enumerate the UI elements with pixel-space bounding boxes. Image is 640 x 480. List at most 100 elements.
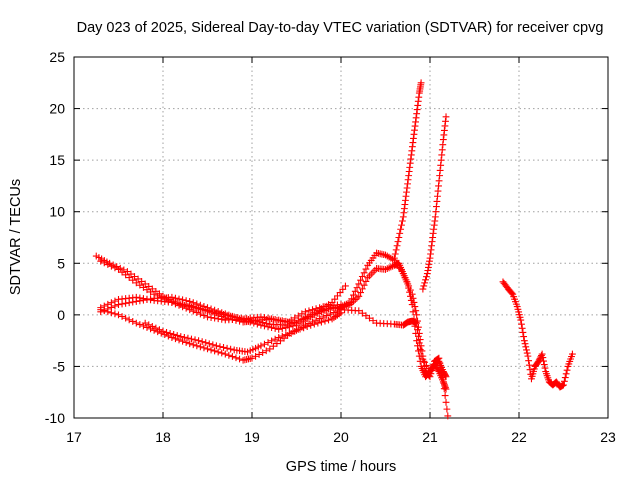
data-point: [188, 335, 195, 343]
data-point: [200, 312, 208, 319]
data-point: [132, 293, 140, 301]
y-tick-label: 15: [49, 152, 65, 168]
data-point: [259, 349, 267, 357]
data-point: [218, 349, 226, 357]
data-point: [269, 316, 277, 324]
y-tick-label: 20: [49, 101, 65, 117]
x-tick-label: 21: [422, 429, 438, 445]
data-point: [107, 299, 115, 307]
data-point: [538, 350, 546, 358]
data-point: [358, 285, 366, 293]
data-point: [266, 345, 274, 353]
data-point: [97, 257, 105, 265]
data-point: [444, 412, 452, 420]
data-point: [221, 314, 229, 322]
data-point: [166, 330, 174, 337]
data-point: [255, 351, 263, 358]
series-arc-h: [337, 259, 450, 393]
data-point: [202, 339, 210, 347]
data-point: [404, 280, 412, 288]
data-point: [184, 334, 192, 342]
data-point: [419, 285, 427, 293]
y-axis-label: SDTVAR / TECUs: [8, 179, 24, 295]
data-point: [360, 281, 368, 289]
data-point: [300, 324, 308, 332]
data-point: [342, 282, 349, 290]
data-point: [132, 319, 140, 327]
data-point: [285, 323, 293, 331]
data-point: [520, 333, 528, 340]
data-point: [118, 313, 126, 320]
data-point: [360, 269, 368, 277]
data-point: [179, 300, 186, 308]
data-point: [193, 342, 201, 350]
series-arc-j: [499, 278, 576, 391]
data-point: [200, 344, 208, 352]
data-point: [182, 339, 190, 346]
data-point: [355, 292, 363, 300]
series-arc-d: [97, 293, 345, 326]
y-tick-label: 25: [49, 49, 65, 65]
data-point: [508, 289, 516, 297]
data-point: [521, 340, 529, 348]
data-point: [107, 309, 115, 317]
data-point: [540, 361, 548, 368]
data-point: [196, 343, 204, 351]
data-point: [275, 334, 283, 341]
data-point: [395, 234, 403, 241]
data-point: [175, 336, 183, 344]
data-point: [125, 274, 133, 281]
data-point: [282, 331, 290, 339]
data-point: [214, 311, 222, 319]
y-tick-label: 0: [57, 307, 65, 323]
data-point: [393, 242, 401, 250]
data-point: [291, 314, 299, 322]
data-point: [131, 273, 138, 280]
data-point: [273, 340, 281, 347]
data-point: [225, 315, 233, 323]
data-point: [358, 309, 366, 317]
series-rise-1: [391, 79, 425, 262]
data-point: [236, 317, 243, 325]
data-point: [104, 308, 112, 316]
data-point: [186, 302, 194, 309]
data-point: [391, 250, 399, 258]
data-point: [421, 279, 429, 287]
data-point: [269, 342, 277, 350]
data-point: [518, 324, 526, 332]
data-point: [213, 342, 220, 350]
data-point: [323, 312, 331, 319]
data-point: [170, 331, 178, 338]
data-point: [273, 316, 281, 324]
data-point: [248, 354, 256, 362]
data-point: [189, 303, 197, 311]
data-point: [416, 346, 424, 353]
data-point: [125, 316, 133, 324]
data-point: [280, 318, 288, 325]
data-point: [296, 325, 304, 333]
data-point: [523, 346, 530, 354]
data-point: [294, 312, 302, 320]
data-point: [232, 354, 240, 362]
data-point: [122, 271, 130, 279]
y-tick-label: 10: [49, 204, 65, 220]
data-point: [268, 324, 275, 332]
data-point: [229, 353, 236, 360]
data-point: [540, 357, 547, 365]
data-point: [316, 315, 324, 322]
data-point: [321, 317, 329, 325]
data-point: [204, 307, 211, 315]
data-point: [391, 254, 398, 262]
data-point: [569, 350, 576, 358]
data-point: [442, 385, 450, 393]
data-point: [147, 288, 154, 296]
data-point: [362, 265, 370, 273]
data-point: [143, 295, 151, 303]
data-point: [275, 325, 283, 333]
data-point: [442, 398, 450, 406]
data-point: [525, 357, 533, 365]
data-point: [193, 304, 201, 312]
data-point: [129, 276, 137, 284]
data-point: [214, 348, 222, 356]
data-point: [442, 113, 450, 121]
